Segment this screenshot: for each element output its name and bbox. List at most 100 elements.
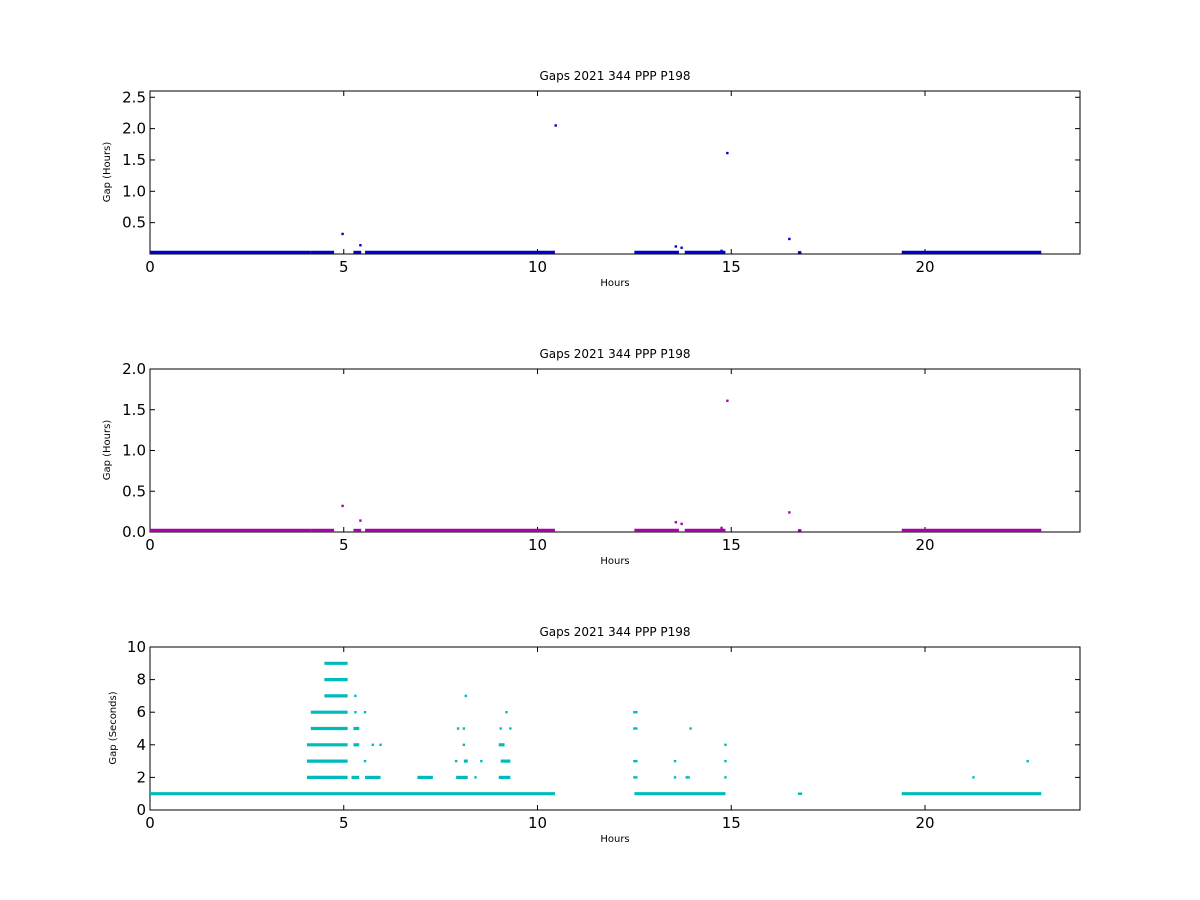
subplot-2-ticks: 0 5 10 15 20 0.0 0.5 1.0 1.5 2.0 (122, 360, 1080, 554)
x-tick-label: 20 (915, 258, 934, 276)
data-point (635, 727, 638, 730)
data-point (720, 249, 723, 253)
y-tick-label: 10 (127, 638, 146, 656)
y-tick-label: 1.5 (122, 401, 146, 419)
data-point (341, 504, 344, 508)
subplot-1-ticks: 0 5 10 15 20 0.5 1.0 1.5 2.0 2.5 (122, 88, 1080, 276)
subplot-1-title: Gaps 2021 344 PPP P198 (539, 69, 690, 83)
data-point (633, 711, 636, 714)
data-point (474, 776, 477, 779)
data-point (499, 727, 502, 730)
data-point (674, 521, 678, 524)
subplot-2-marks (150, 399, 1042, 532)
subplot-1-marks (150, 124, 1042, 254)
data-point (505, 711, 508, 714)
data-point (972, 776, 975, 779)
data-point (1026, 759, 1029, 763)
x-tick-label: 20 (915, 814, 934, 832)
subplot-1-frame (149, 90, 1081, 255)
data-point (726, 399, 729, 402)
x-tick-label: 0 (145, 814, 155, 832)
subplot-3-ticks: 0 5 10 15 20 0 2 4 6 8 10 (127, 638, 1080, 832)
y-tick-label: 4 (136, 736, 146, 754)
data-point (724, 743, 727, 746)
data-point (635, 776, 638, 779)
data-point (633, 759, 636, 763)
subplot-1: Gaps 2021 344 PPP P198 0 5 10 15 20 0.5 1.0 1.5… (102, 69, 1081, 289)
subplot-2-xlabel: Hours (600, 556, 629, 567)
data-point (464, 694, 468, 698)
data-point (680, 522, 683, 526)
y-tick-label: 6 (136, 703, 146, 721)
subplot-3-ylabel: Gap (Seconds) (108, 691, 119, 764)
y-tick-label: 0 (136, 801, 146, 819)
x-tick-label: 0 (145, 536, 155, 554)
data-point (687, 776, 690, 779)
data-point (341, 232, 344, 236)
y-tick-label: 1.5 (122, 151, 146, 169)
data-point (680, 246, 683, 249)
data-point (685, 776, 688, 779)
data-point (673, 776, 677, 779)
y-tick-label: 1.0 (122, 182, 146, 200)
y-tick-label: 0.5 (122, 482, 146, 500)
data-point (799, 792, 803, 795)
x-tick-label: 10 (528, 536, 547, 554)
x-tick-label: 10 (528, 258, 547, 276)
data-point (480, 759, 483, 763)
x-tick-label: 15 (722, 536, 741, 554)
data-point (674, 245, 678, 248)
y-tick-label: 2.0 (122, 120, 146, 138)
x-tick-label: 0 (145, 258, 155, 276)
subplot-3-xlabel: Hours (600, 834, 629, 845)
subplot-2-title: Gaps 2021 344 PPP P198 (539, 347, 690, 361)
data-point (726, 151, 729, 155)
y-tick-label: 8 (136, 671, 146, 689)
y-tick-label: 0.0 (122, 523, 146, 541)
data-point (462, 727, 466, 730)
data-point (714, 251, 717, 254)
x-tick-label: 5 (339, 814, 349, 832)
data-point (724, 776, 727, 779)
data-point (354, 694, 357, 698)
plot-area (150, 661, 1042, 796)
data-point (462, 743, 466, 746)
subplot-2-frame (149, 368, 1081, 533)
data-point (456, 727, 460, 730)
y-tick-label: 2.0 (122, 360, 146, 378)
plot-area (150, 124, 1042, 254)
y-tick-label: 2 (136, 768, 146, 786)
data-point (371, 743, 375, 746)
x-tick-label: 5 (339, 536, 349, 554)
x-tick-label: 15 (722, 814, 741, 832)
x-tick-label: 20 (915, 536, 934, 554)
subplot-2: Gaps 2021 344 PPP P198 0 5 10 15 20 0.0 0.5 1.0… (102, 347, 1081, 567)
data-point (363, 759, 367, 763)
subplot-3-frame (149, 646, 1081, 811)
data-point (633, 727, 636, 730)
data-point (788, 511, 791, 514)
plot-area (150, 399, 1042, 532)
data-point (633, 776, 636, 779)
data-point (342, 792, 345, 795)
data-point (363, 711, 367, 714)
data-point (359, 244, 362, 247)
data-point (673, 759, 677, 763)
data-point (724, 759, 727, 763)
subplot-2-ylabel: Gap (Hours) (102, 420, 113, 481)
data-point (454, 759, 458, 763)
data-point (635, 759, 638, 763)
data-point (788, 237, 791, 241)
subplot-3-marks (150, 661, 1042, 796)
subplot-3: Gaps 2021 344 PPP P198 0 5 10 15 20 0 2 4 6 8 10 H… (108, 625, 1081, 845)
data-point (714, 529, 717, 532)
data-point (359, 519, 362, 522)
data-point (689, 727, 692, 730)
subplot-3-title: Gaps 2021 344 PPP P198 (539, 625, 690, 639)
x-tick-label: 10 (528, 814, 547, 832)
y-tick-label: 0.5 (122, 214, 146, 232)
subplot-1-ylabel: Gap (Hours) (102, 142, 113, 203)
data-point (509, 727, 512, 730)
data-point (799, 251, 802, 254)
